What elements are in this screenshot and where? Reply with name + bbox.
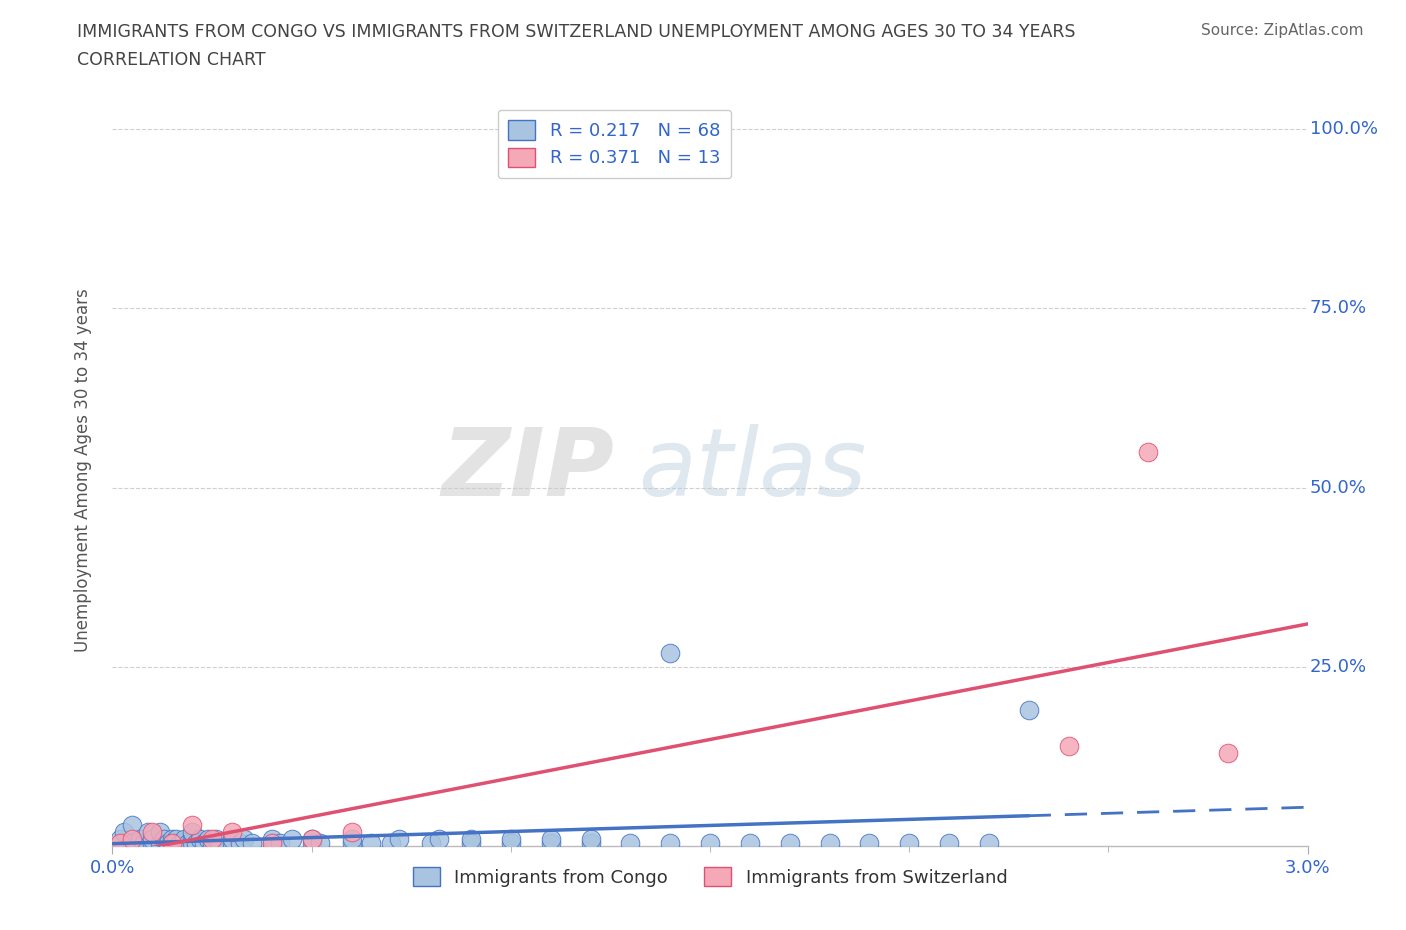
Point [162, 831, 183, 846]
Point [229, 835, 252, 850]
Point [308, 835, 330, 850]
Point [269, 835, 291, 850]
Point [188, 831, 211, 846]
Point [162, 835, 183, 850]
Point [233, 831, 256, 846]
Point [181, 831, 204, 846]
Point [420, 835, 443, 850]
Point [221, 835, 243, 850]
Point [205, 831, 228, 846]
Point [579, 831, 602, 846]
Point [121, 831, 143, 846]
Point [181, 835, 204, 850]
Point [499, 831, 522, 846]
Point [360, 835, 382, 850]
Point [169, 835, 191, 850]
Point [260, 835, 283, 850]
Point [659, 645, 682, 660]
Text: 50.0%: 50.0% [1310, 479, 1367, 497]
Point [193, 835, 215, 850]
Point [540, 831, 562, 846]
Point [157, 835, 180, 850]
Point [181, 817, 204, 832]
Text: 75.0%: 75.0% [1310, 299, 1367, 317]
Point [260, 831, 283, 846]
Text: 100.0%: 100.0% [1310, 120, 1378, 138]
Point [141, 825, 163, 840]
Point [177, 835, 200, 850]
Legend: Immigrants from Congo, Immigrants from Switzerland: Immigrants from Congo, Immigrants from S… [405, 859, 1015, 894]
Point [340, 835, 363, 850]
Point [1018, 702, 1040, 717]
Y-axis label: Unemployment Among Ages 30 to 34 years: Unemployment Among Ages 30 to 34 years [73, 287, 91, 652]
Point [181, 825, 204, 840]
Point [659, 835, 682, 850]
Point [281, 831, 304, 846]
Point [340, 825, 363, 840]
Point [149, 835, 172, 850]
Point [201, 835, 224, 850]
Point [427, 831, 450, 846]
Point [579, 835, 602, 850]
Point [110, 831, 132, 846]
Point [209, 835, 232, 850]
Point [619, 835, 641, 850]
Point [165, 831, 187, 846]
Text: ZIP: ZIP [441, 424, 614, 515]
Point [134, 835, 156, 850]
Point [186, 835, 208, 850]
Point [110, 835, 132, 850]
Point [221, 831, 243, 846]
Point [301, 835, 323, 850]
Point [221, 825, 243, 840]
Point [141, 835, 163, 850]
Text: atlas: atlas [638, 424, 866, 515]
Point [301, 831, 323, 846]
Point [153, 831, 176, 846]
Point [301, 831, 323, 846]
Point [1216, 746, 1239, 761]
Point [240, 835, 263, 850]
Point [149, 825, 172, 840]
Text: Source: ZipAtlas.com: Source: ZipAtlas.com [1201, 23, 1364, 38]
Point [114, 825, 135, 840]
Text: IMMIGRANTS FROM CONGO VS IMMIGRANTS FROM SWITZERLAND UNEMPLOYMENT AMONG AGES 30 : IMMIGRANTS FROM CONGO VS IMMIGRANTS FROM… [77, 23, 1076, 41]
Point [340, 831, 363, 846]
Point [260, 835, 283, 850]
Point [129, 831, 152, 846]
Point [738, 835, 761, 850]
Point [121, 817, 143, 832]
Point [898, 835, 921, 850]
Point [699, 835, 721, 850]
Text: 25.0%: 25.0% [1310, 658, 1367, 676]
Point [858, 835, 880, 850]
Point [938, 835, 960, 850]
Point [779, 835, 801, 850]
Point [380, 835, 402, 850]
Point [499, 835, 522, 850]
Point [197, 831, 219, 846]
Point [201, 831, 224, 846]
Point [162, 835, 183, 850]
Point [388, 831, 411, 846]
Point [173, 831, 195, 846]
Point [977, 835, 1000, 850]
Point [460, 831, 482, 846]
Point [141, 831, 163, 846]
Point [121, 835, 143, 850]
Point [818, 835, 841, 850]
Point [1057, 738, 1080, 753]
Text: CORRELATION CHART: CORRELATION CHART [77, 51, 266, 69]
Point [138, 825, 160, 840]
Point [540, 835, 562, 850]
Point [1137, 445, 1160, 459]
Point [460, 835, 482, 850]
